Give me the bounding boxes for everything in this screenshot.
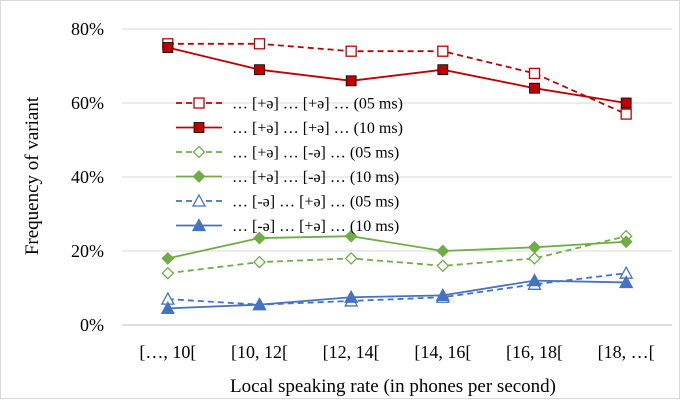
x-tick-label: [10, 12[ [231, 342, 288, 362]
y-tick-label: 40% [71, 167, 104, 187]
data-point [253, 231, 266, 245]
legend-item: … [+ə] … [+ə] … (05 ms) [176, 96, 403, 113]
x-axis-title: Local speaking rate (in phones per secon… [230, 376, 556, 397]
data-point [345, 45, 357, 57]
legend-label: … [+ə] … [+ə] … (10 ms) [232, 120, 403, 137]
data-point [528, 251, 541, 265]
legend-item: … [+ə] … [-ə] … (05 ms) [176, 145, 399, 162]
data-point [620, 97, 632, 109]
series-1 [162, 38, 632, 120]
data-point [619, 275, 634, 289]
legend-label: … [-ə] … [+ə] … (10 ms) [232, 218, 399, 235]
x-tick-label: [14, 16[ [414, 342, 471, 362]
x-tick-label: […, 10[ [139, 342, 196, 362]
data-point [192, 170, 206, 183]
x-tick-label: [16, 18[ [506, 342, 563, 362]
data-point [528, 67, 541, 80]
data-point [193, 122, 205, 133]
y-tick-label: 80% [71, 19, 104, 39]
data-point [160, 300, 175, 315]
data-point [192, 145, 206, 159]
series-2 [162, 42, 632, 109]
data-point [620, 108, 632, 120]
legend-label: … [+ə] … [-ə] … (05 ms) [232, 145, 399, 162]
series-line [167, 272, 627, 306]
legend-label: … [+ə] … [-ə] … (10 ms) [232, 169, 399, 186]
data-point [529, 82, 540, 94]
data-point [344, 289, 359, 303]
legend-label: … [-ə] … [+ə] … (05 ms) [232, 194, 399, 211]
data-point [344, 229, 358, 243]
legend-item: … [-ə] … [+ə] … (10 ms) [176, 218, 399, 235]
series-4 [161, 229, 633, 265]
data-point [191, 193, 207, 207]
x-tick-label: [12, 14[ [323, 342, 380, 362]
data-point [436, 244, 450, 258]
data-point [435, 288, 450, 302]
data-point [527, 273, 542, 287]
y-axis-title: Frequency of variant [22, 96, 43, 255]
data-point [436, 259, 450, 273]
data-point [191, 218, 207, 232]
data-point [345, 75, 357, 87]
legend-item: … [-ə] … [+ə] … (05 ms) [176, 194, 399, 211]
series-line [167, 279, 627, 310]
legend-item: … [+ə] … [+ə] … (10 ms) [176, 120, 403, 137]
data-point [253, 38, 266, 50]
data-point [437, 64, 449, 76]
y-tick-label: 20% [71, 241, 104, 261]
y-tick-labels: 0% 20% 40% 60% 80% [71, 19, 104, 335]
series-line [167, 46, 627, 104]
series-6 [160, 273, 634, 315]
series-lines [160, 38, 634, 315]
data-point [193, 97, 205, 109]
legend-label: … [+ə] … [+ə] … (05 ms) [232, 96, 403, 113]
data-point [161, 266, 175, 280]
data-point [619, 235, 633, 249]
legend-item: … [+ə] … [-ə] … (10 ms) [176, 169, 399, 186]
data-point [254, 64, 265, 76]
data-point [161, 251, 175, 265]
data-point [253, 255, 266, 269]
y-tick-label: 0% [80, 315, 104, 335]
x-tick-labels: […, 10[ [10, 12[ [12, 14[ [14, 16[ [16, 18[ [… [139, 342, 654, 362]
legend: … [+ə] … [+ə] … (05 ms) … [+ə] … [+ə] … (… [176, 96, 403, 235]
x-tick-label: [18, …[ [598, 342, 655, 362]
series-line [167, 235, 627, 275]
series-line [167, 235, 627, 260]
data-point [437, 45, 449, 57]
data-point [344, 251, 358, 265]
data-point [162, 42, 174, 53]
data-point [528, 240, 541, 254]
data-point [252, 297, 267, 311]
y-tick-label: 60% [71, 93, 104, 113]
